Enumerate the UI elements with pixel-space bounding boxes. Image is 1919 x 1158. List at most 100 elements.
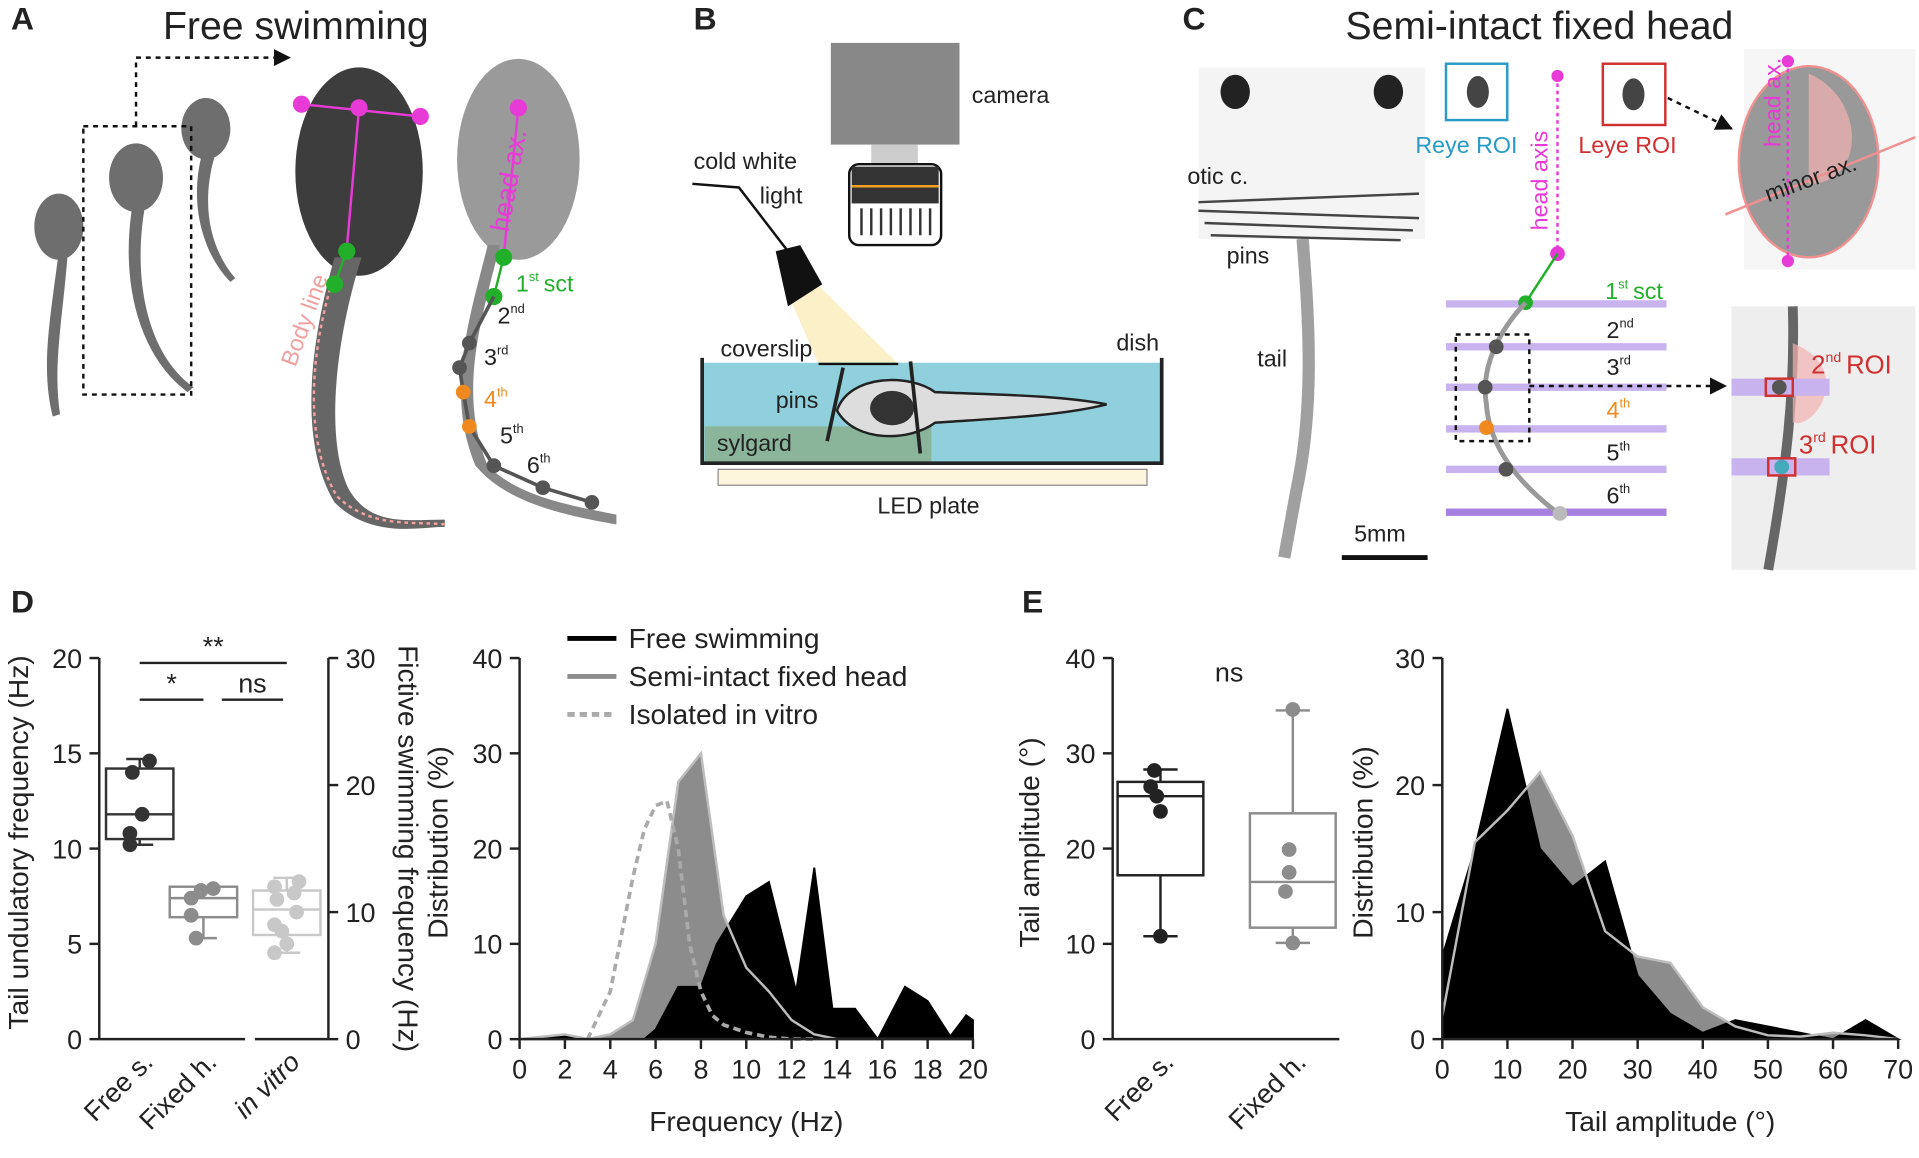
reye-label: Reye ROI <box>1415 132 1517 158</box>
segment-suffix: nd <box>510 301 524 316</box>
x-tick-label: Fixed h. <box>1223 1047 1312 1136</box>
y-tick-label: 0 <box>67 1025 82 1055</box>
distribution-line <box>1441 770 1899 1041</box>
y-tick-label: 20 <box>472 834 502 864</box>
data-point <box>122 837 138 853</box>
x-tick-label: 60 <box>1818 1054 1848 1084</box>
segment-label: 3rd ROI <box>1799 429 1877 460</box>
data-point <box>183 890 199 906</box>
pins-label: pins <box>776 387 819 413</box>
box <box>104 767 175 841</box>
x-tick-label: 70 <box>1883 1054 1913 1084</box>
distribution-line <box>519 750 973 1041</box>
coverslip-label: coverslip <box>721 336 813 362</box>
significance-label: * <box>166 668 177 698</box>
segment-number: 4 <box>1607 397 1620 423</box>
segment-number: 2 <box>1607 317 1620 343</box>
data-point <box>1281 865 1297 880</box>
data-point <box>142 753 157 769</box>
data-point <box>1153 928 1168 944</box>
data-point <box>183 907 199 923</box>
segment-word: ROI <box>1846 352 1892 380</box>
data-point <box>267 879 282 895</box>
axis-label: Distribution (%) <box>1346 746 1378 939</box>
segment-suffix: th <box>1619 481 1630 496</box>
axis-label: Tail undulatory frequency (Hz) <box>2 655 34 1029</box>
data-point <box>279 936 295 952</box>
axis-label: Tail amplitude (°) <box>1013 737 1045 947</box>
legend-label: Semi-intact fixed head <box>629 660 908 692</box>
y-tick-label: 0 <box>487 1025 502 1055</box>
head-axis-label: head axis <box>1527 131 1553 231</box>
segment-number: 3 <box>484 344 497 370</box>
y-tick-label: 0 <box>1081 1025 1096 1055</box>
segment-suffix: th <box>1619 395 1630 410</box>
segment-label: 1st sct <box>1605 277 1663 304</box>
x-tick-label: 8 <box>693 1054 708 1084</box>
panel-label: A <box>11 0 34 36</box>
segment-number: 6 <box>1607 483 1620 509</box>
segment-number: 1 <box>516 271 529 297</box>
data-point <box>1149 788 1165 804</box>
segment-label: 6th <box>527 451 551 478</box>
y-tick-label: 0 <box>1410 1025 1425 1055</box>
segment-number: 5 <box>500 423 513 449</box>
data-point <box>286 885 302 901</box>
y-tick-label: 10 <box>346 898 376 928</box>
segment-suffix: rd <box>1619 352 1630 367</box>
y-tick-label: 20 <box>346 771 376 801</box>
x-tick-label: 20 <box>1558 1054 1588 1084</box>
x-tick-label: in vitro <box>228 1047 305 1124</box>
sylgard-label: sylgard <box>717 430 792 456</box>
data-point <box>274 923 290 939</box>
segment-suffix: st <box>1618 277 1628 292</box>
y-tick-label: 30 <box>1066 739 1096 769</box>
panel-label: E <box>1022 584 1043 620</box>
segment-suffix: th <box>513 421 524 436</box>
otic-label: otic c. <box>1187 163 1248 189</box>
panel-label: C <box>1183 0 1206 36</box>
panel-label: B <box>694 0 717 36</box>
segment-number: 4 <box>484 386 497 412</box>
segment-label: 6th <box>1607 481 1631 508</box>
distribution-line <box>585 798 815 1041</box>
data-point <box>1146 763 1162 778</box>
segment-label: 5th <box>500 421 524 448</box>
y-tick-label: 30 <box>346 644 376 674</box>
y-tick-label: 30 <box>1395 644 1425 674</box>
segment-suffix: nd <box>1619 316 1633 331</box>
axis-label: Fictive swimming frequency (Hz) <box>392 645 424 1052</box>
x-tick-label: 6 <box>648 1054 663 1084</box>
segment-suffix: th <box>497 384 508 399</box>
x-tick-label: 30 <box>1623 1054 1653 1084</box>
data-point <box>267 945 282 961</box>
significance-label: ** <box>203 632 224 662</box>
segment-label: 5th <box>1607 438 1631 465</box>
significance-label: ns <box>238 668 266 698</box>
x-tick-label: 12 <box>777 1054 807 1084</box>
data-point <box>125 765 140 780</box>
segment-suffix: st <box>529 269 539 284</box>
y-tick-label: 10 <box>1066 930 1096 960</box>
y-tick-label: 20 <box>52 644 82 674</box>
y-tick-label: 10 <box>52 834 82 864</box>
segment-number: 2 <box>498 303 511 329</box>
camera-label: camera <box>972 82 1050 108</box>
tail-label: tail <box>1257 345 1287 371</box>
x-tick-label: 2 <box>557 1054 572 1084</box>
dish-label: dish <box>1116 329 1159 355</box>
data-point <box>1285 702 1301 717</box>
data-point <box>291 874 307 889</box>
segment-suffix: th <box>540 451 551 466</box>
significance-label: ns <box>1215 657 1243 687</box>
segment-label: 4th <box>484 384 508 411</box>
y-tick-label: 20 <box>1066 834 1096 864</box>
x-tick-label: 0 <box>1435 1054 1450 1084</box>
segment-word: sct <box>544 271 574 297</box>
panel-c-art <box>1198 49 1916 571</box>
panel-label: D <box>11 584 34 620</box>
segment-label: 3rd <box>484 343 508 370</box>
data-point <box>289 904 304 920</box>
